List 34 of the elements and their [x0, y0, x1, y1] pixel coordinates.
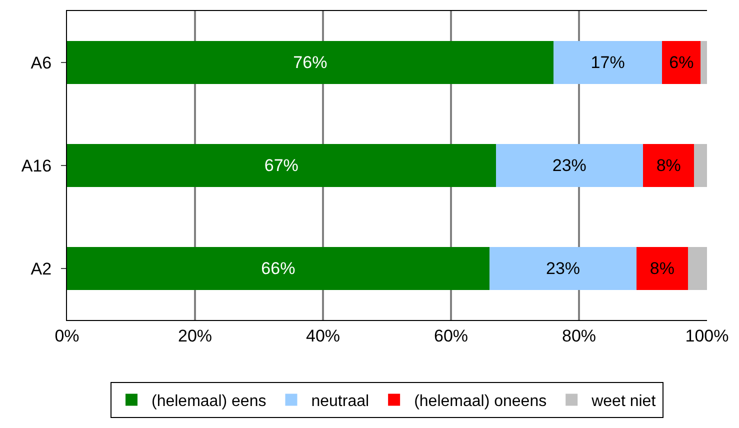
y-tick-label: A16: [21, 156, 52, 176]
bar: [700, 40, 707, 84]
x-tick-label: 80%: [562, 326, 596, 346]
y-tick-label: A6: [30, 53, 52, 72]
x-tick-label: 100%: [685, 326, 729, 346]
x-tick-label: 60%: [434, 326, 468, 346]
data-label: 17%: [590, 53, 625, 72]
data-label: 76%: [293, 53, 328, 72]
data-label: 6%: [669, 53, 694, 72]
bar: [553, 40, 662, 84]
data-label: 23%: [546, 259, 580, 278]
data-label: 23%: [552, 156, 586, 175]
bar: [496, 144, 643, 188]
bar: [636, 246, 688, 290]
data-label: 66%: [261, 259, 296, 278]
data-label: 8%: [656, 156, 681, 175]
x-tick-label: 40%: [306, 326, 340, 346]
bar: [643, 144, 694, 188]
bar: [67, 40, 554, 84]
bar: [662, 40, 701, 84]
bar: [688, 246, 707, 290]
legend-label: (helemaal) oneens: [414, 392, 547, 410]
data-label: 67%: [264, 156, 298, 175]
legend-label: weet niet: [590, 392, 656, 410]
x-tick-label: 20%: [178, 326, 212, 346]
bar: [694, 144, 707, 188]
y-tick-label: A2: [30, 259, 52, 278]
legend-label: (helemaal) eens: [152, 392, 266, 410]
bar: [67, 144, 496, 188]
x-tick-label: 0%: [54, 326, 80, 346]
legend-label: neutraal: [311, 392, 370, 410]
bar: [67, 246, 490, 290]
data-label: 8%: [650, 259, 674, 278]
bar: [489, 246, 637, 290]
